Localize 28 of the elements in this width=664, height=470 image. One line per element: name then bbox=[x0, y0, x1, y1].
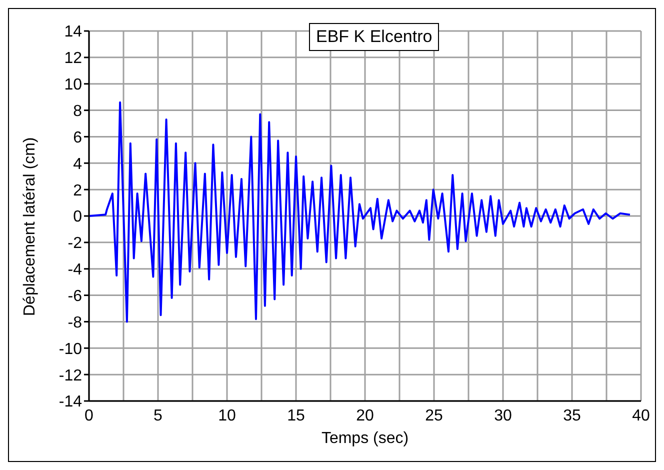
x-tick-label: 20 bbox=[356, 407, 374, 424]
x-tick-label: 15 bbox=[287, 407, 305, 424]
x-tick-label: 35 bbox=[563, 407, 581, 424]
y-tick-label: 14 bbox=[64, 24, 82, 41]
x-axis-title: Temps (sec) bbox=[321, 430, 409, 447]
y-tick-label: 2 bbox=[73, 182, 82, 200]
y-tick-label: 6 bbox=[73, 129, 82, 146]
y-tick-label: 0 bbox=[73, 208, 82, 226]
y-tick-label: -10 bbox=[58, 340, 82, 358]
y-axis-title: Déplacement latéral (cm) bbox=[22, 137, 39, 316]
x-tick-label: 5 bbox=[154, 407, 163, 424]
y-tick-label: -4 bbox=[68, 262, 82, 279]
line-series bbox=[89, 101, 631, 323]
y-tick-label: -12 bbox=[58, 367, 82, 384]
x-tick-label: 0 bbox=[84, 407, 94, 424]
x-tick-label: 25 bbox=[425, 407, 443, 424]
y-tick-label: -8 bbox=[68, 314, 82, 332]
y-tick-label: -14 bbox=[58, 394, 82, 411]
y-tick-label: 10 bbox=[64, 76, 82, 94]
chart-title: EBF K Elcentro bbox=[309, 23, 440, 51]
y-tick-label: 4 bbox=[73, 156, 82, 173]
y-tick-label: -2 bbox=[68, 235, 82, 252]
y-tick-label: 12 bbox=[64, 50, 82, 68]
x-tick-label: 40 bbox=[632, 407, 650, 424]
y-tick-label: -6 bbox=[68, 288, 82, 305]
x-tick-label: 10 bbox=[218, 407, 236, 424]
y-tick-label: 8 bbox=[73, 102, 82, 120]
x-tick-label: 30 bbox=[494, 407, 512, 424]
